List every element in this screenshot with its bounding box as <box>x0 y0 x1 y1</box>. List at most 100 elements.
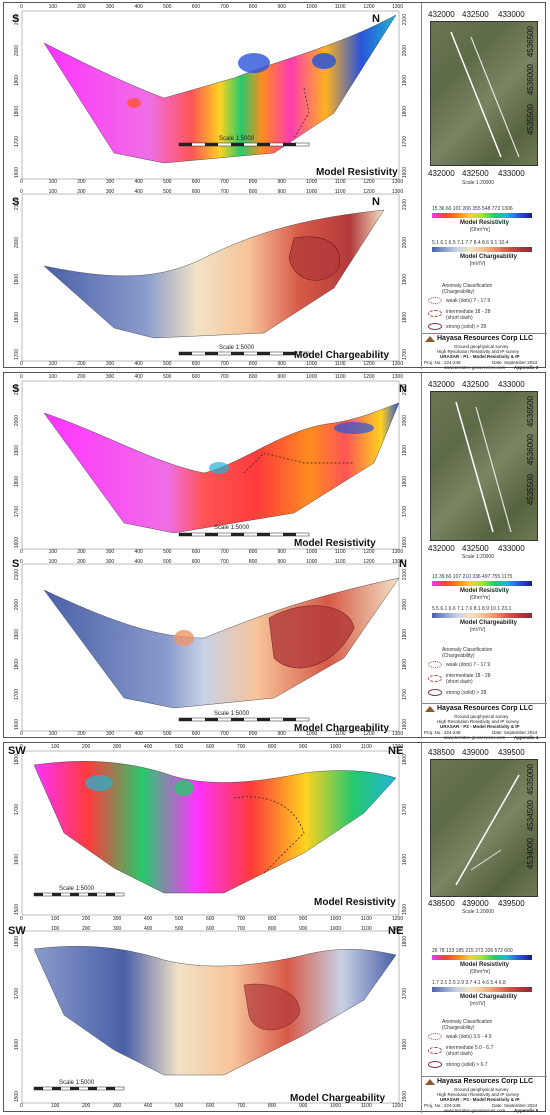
elevation-tick-label: 2000 <box>402 236 408 248</box>
title-block: Hayasa Resources Corp LLC Ground geophys… <box>422 333 547 370</box>
resistivity-legend-unit: [Ohm*m] <box>470 227 490 233</box>
map-coord-side: 4536000 <box>526 64 535 96</box>
distance-tick-label: 400 <box>144 926 153 932</box>
distance-tick-label: 500 <box>163 549 172 555</box>
distance-tick-label: 200 <box>77 559 86 565</box>
profile-line-overlay <box>450 31 520 158</box>
distance-tick-label: 500 <box>163 374 172 380</box>
distance-tick-label: 800 <box>268 916 277 922</box>
distance-tick-label: 0 <box>20 916 23 922</box>
distance-tick-label: 1200 <box>392 744 404 750</box>
distance-tick-label: 500 <box>175 1103 184 1109</box>
distance-tick-label: 1100 <box>334 731 346 737</box>
distance-tick-label: 500 <box>163 4 172 10</box>
resistivity-colorbar-ticks: 26 78 133 185 215 273 326 572 660 <box>432 948 513 954</box>
map-coord-side: 4534500 <box>526 800 535 832</box>
elevation-tick-label: 1700 <box>14 136 20 148</box>
distance-tick-label: 400 <box>134 374 143 380</box>
distance-tick-label: 200 <box>77 731 86 737</box>
map-coord-bottom: 432500 <box>462 544 489 553</box>
survey-type: Ground geophysical survey <box>454 714 509 719</box>
section-scale: Scale 1:5000 <box>219 136 255 142</box>
location-map: 4536500 4536000 4535500 <box>430 21 538 166</box>
distance-tick-label: 200 <box>82 744 91 750</box>
elevation-tick-label: 1800 <box>14 659 20 671</box>
distance-tick-label: 500 <box>175 916 184 922</box>
distance-tick-label: 300 <box>113 926 122 932</box>
chargeability-legend-unit: [mV/V] <box>470 261 486 267</box>
distance-tick-label: 1100 <box>334 361 346 367</box>
distance-tick-label: 0 <box>20 179 23 185</box>
elevation-tick-label: 1700 <box>14 689 20 701</box>
elevation-tick-label: 1500 <box>14 1091 20 1103</box>
appendix-sheet-1: S N Model Resistivity Scale 1:5000 0 0 100… <box>3 2 547 370</box>
chargeability-legend-unit: [mV/V] <box>470 1001 486 1007</box>
distance-tick-label: 1300 <box>392 374 404 380</box>
resistivity-plot <box>21 380 400 550</box>
section-scale: Scale 1:5000 <box>59 886 95 892</box>
distance-tick-label: 100 <box>51 916 60 922</box>
distance-tick-label: 1000 <box>306 549 318 555</box>
elevation-tick-label: 1600 <box>402 719 408 731</box>
elevation-tick-label: 2000 <box>14 414 20 426</box>
distance-tick-label: 300 <box>105 731 115 737</box>
strong-anomaly-label: strong (solid) > 28 <box>446 690 487 696</box>
elevation-tick-label: 1600 <box>14 719 20 731</box>
distance-tick-label: 300 <box>105 374 115 380</box>
distance-tick-label: 1200 <box>363 189 375 195</box>
distance-tick-label: 600 <box>191 731 201 737</box>
resistivity-colorbar-ticks: 13 39 60 107 210 336 497 755 1175 <box>432 574 513 580</box>
distance-tick-label: 600 <box>206 744 215 750</box>
chargeability-colorbar-ticks: 5.1 6.1 6.5 7.1 7.7 8.4 8.6 9.1 10.4 <box>432 240 509 246</box>
elevation-tick-label: 1800 <box>402 311 408 323</box>
distance-tick-label: 900 <box>277 731 286 737</box>
map-coord-side: 4536500 <box>526 396 535 428</box>
appendix-sheet-2: S N Model Resistivity Scale 1:5000 0 0 100… <box>3 372 547 740</box>
distance-tick-label: 1200 <box>392 916 404 922</box>
intermediate-anomaly-label: intermediate 5.0 - 6.7 <box>446 1045 494 1051</box>
distance-tick-label: 200 <box>77 549 86 555</box>
weak-anomaly-symbol <box>428 1033 442 1040</box>
elevation-tick-label: 2000 <box>402 414 408 426</box>
elevation-tick-label: 1700 <box>402 804 408 816</box>
distance-tick-label: 1100 <box>361 916 372 922</box>
distance-tick-label: 100 <box>48 189 57 195</box>
elevation-tick-label: 1600 <box>14 1039 20 1051</box>
resistivity-title: Model Resistivity <box>316 167 398 178</box>
distance-tick-label: 400 <box>134 189 143 195</box>
section-scale: Scale 1:5000 <box>214 525 250 531</box>
distance-tick-label: 1000 <box>306 361 318 367</box>
direction-left: S <box>12 383 20 395</box>
elevation-tick-label: 2000 <box>402 44 408 56</box>
distance-tick-label: 300 <box>113 1103 122 1109</box>
chargeability-section: SW NE Model Chargeability Scale 1:5000 0… <box>4 925 419 1110</box>
elevation-tick-label: 1700 <box>14 987 20 999</box>
distance-tick-label: 1200 <box>363 179 375 185</box>
distance-tick-label: 300 <box>105 549 115 555</box>
elevation-tick-label: 1900 <box>14 445 20 457</box>
distance-tick-label: 0 <box>20 744 23 750</box>
distance-tick-label: 100 <box>48 4 57 10</box>
distance-tick-label: 900 <box>277 361 286 367</box>
chargeability-model <box>43 577 400 709</box>
chargeability-colorbar <box>432 987 532 992</box>
survey-subtitle: High Resolution Resistivity and IP surve… <box>437 719 519 724</box>
map-coord-side: 4535500 <box>526 474 535 506</box>
distance-tick-label: 600 <box>191 559 201 565</box>
anomaly-classification-title: Anomaly Classification (Chargeability) <box>442 1019 493 1031</box>
map-coord-bottom: 432000 <box>428 544 455 553</box>
elevation-tick-label: 1800 <box>14 311 20 323</box>
distance-tick-label: 700 <box>237 1103 246 1109</box>
elevation-tick-label: 1900 <box>402 445 408 457</box>
distance-tick-label: 1200 <box>363 4 375 10</box>
distance-tick-label: 1000 <box>330 916 342 922</box>
distance-tick-label: 400 <box>144 916 153 922</box>
distance-tick-label: 900 <box>299 916 308 922</box>
distance-tick-label: 1200 <box>363 374 375 380</box>
website: www.terratec-geoservices.com <box>444 365 506 370</box>
project-number: Proj. No.: 224-248 <box>424 360 461 365</box>
map-coord-top: 432500 <box>462 10 489 19</box>
intermediate-anomaly-symbol <box>428 675 442 682</box>
